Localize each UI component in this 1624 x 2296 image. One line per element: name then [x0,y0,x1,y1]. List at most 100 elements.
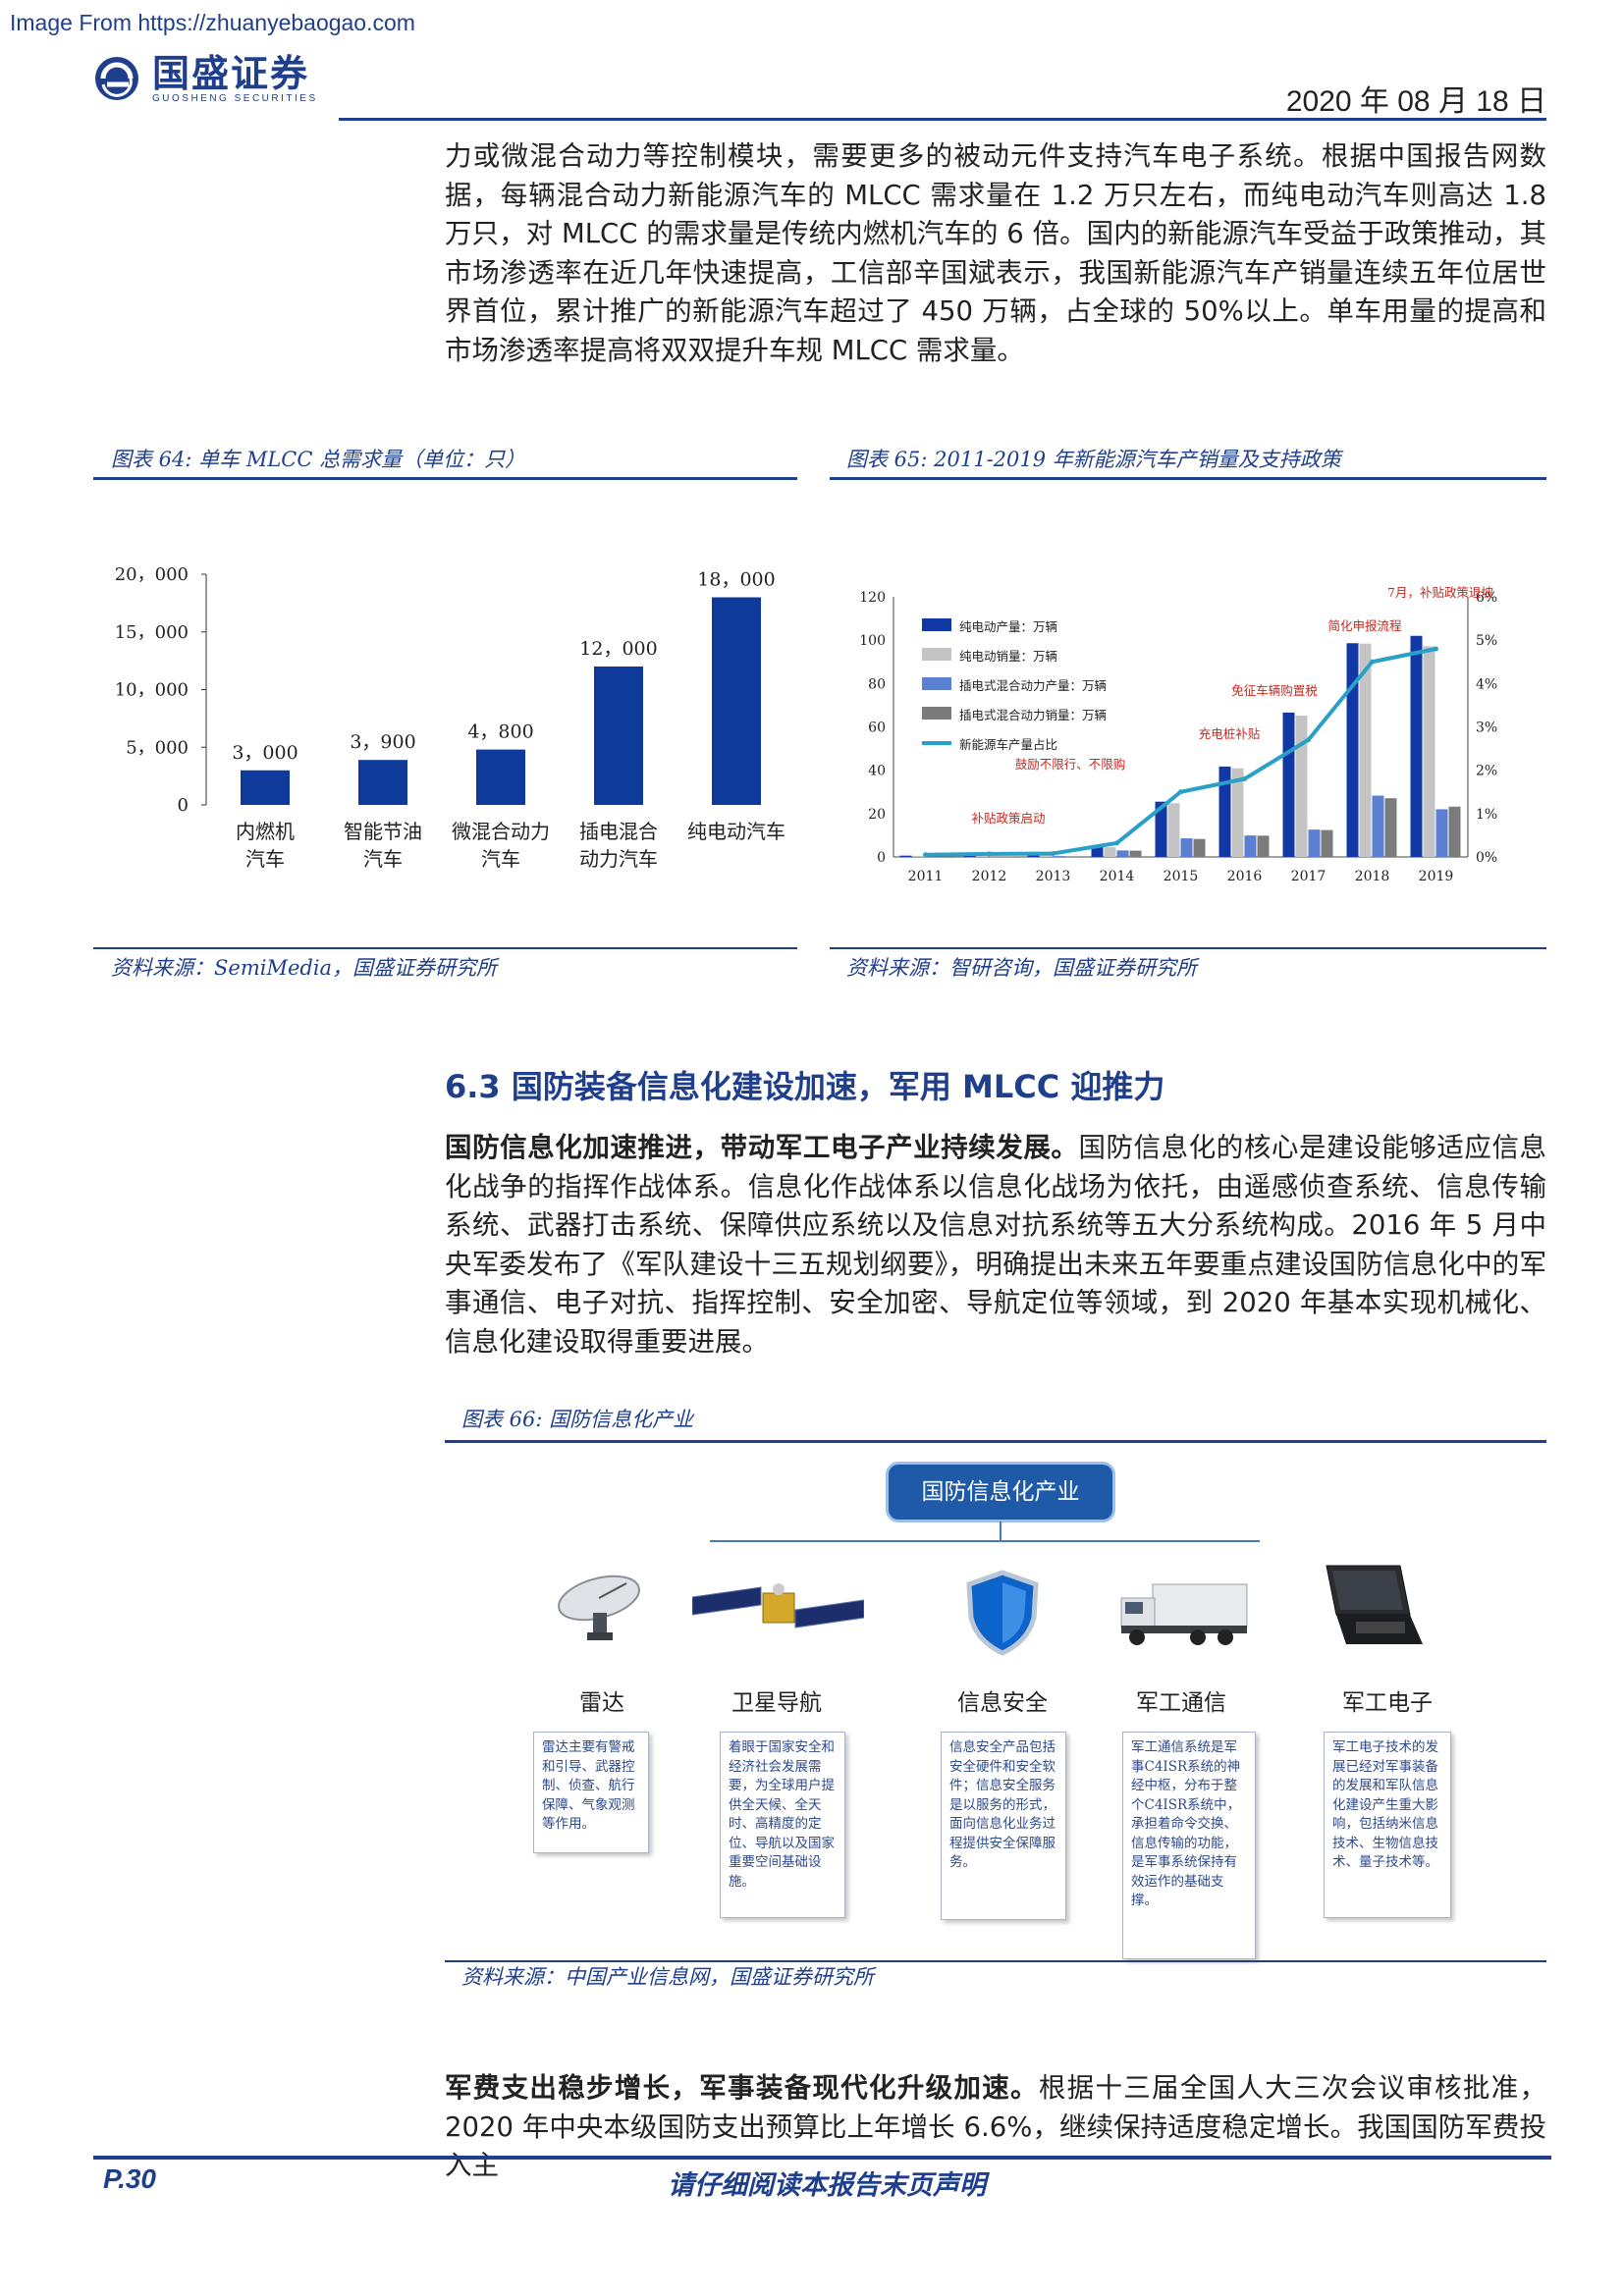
category-name-satellite-navigation: 卫星导航 [731,1690,822,1716]
x-category-label: 插电混合 [579,820,658,843]
y-tick-label: 15，000 [115,622,189,643]
category-desc-satellite-navigation: 着眼于国家安全和经济社会发展需要，为全球用户提供全天候、全天时、高精度的定位、导… [720,1732,845,1918]
y-tick-label: 0 [178,795,189,816]
x-tick-label: 2012 [972,869,1007,884]
bar-value-label: 4，800 [467,721,533,743]
shield-icon [966,1570,1039,1656]
line-point [987,851,992,857]
left-y-tick-label: 40 [868,764,886,779]
header-divider [339,118,1546,121]
bar [1321,829,1333,857]
legend-label: 新能源车产量占比 [959,737,1057,752]
x-tick-label: 2013 [1036,869,1071,884]
bar [1129,850,1142,857]
x-category-label: 纯电动汽车 [687,820,785,843]
figure-64-chart: 0 5，000 10，000 15，000 20，000 3，000 内燃机汽车 3，900 智… [115,564,785,871]
bar [476,749,525,805]
line-point [1051,850,1056,856]
category-desc-military-communication: 军工通信系统是军事C4ISR系统的神经中枢，分布于整个C4ISR系统中，承担着命… [1122,1732,1256,1959]
line-point [1178,789,1183,795]
paragraph-2-body: 国防信息化的核心是建设能够适应信息化战争的指挥作战体系。信息化作战体系以信息化战… [445,1132,1547,1358]
bar [1257,835,1270,857]
policy-annotation: 简化申报流程 [1327,618,1402,633]
bar [1040,854,1053,857]
body-paragraph-3: 军费支出稳步增长，军事装备现代化升级加速。根据十三届全国人大三次会议审核批准，2… [445,2069,1546,2186]
bar [1435,809,1448,857]
brand-logo: 国盛证券 GUOSHENG SECURITIES [93,51,318,106]
line-point [1434,646,1438,652]
bar [1104,847,1116,857]
bar-value-label: 3，000 [232,742,298,764]
category-name-military-communication: 军工通信 [1136,1690,1226,1716]
bar [1410,635,1423,857]
page-number: P.30 [103,2163,156,2194]
figure-64-top-rule [93,477,797,480]
bar [1372,795,1384,857]
rugged-laptop-icon [1326,1565,1423,1644]
right-y-tick-label: 2% [1476,764,1497,779]
policy-annotation: 免征车辆购置税 [1231,683,1318,698]
body-paragraph-2: 国防信息化加速推进，带动军工电子产业持续发展。国防信息化的核心是建设能够适应信息… [445,1129,1546,1362]
figure-66-source: 资料来源：中国产业信息网，国盛证券研究所 [461,1965,874,1989]
bar-value-label: 12，000 [579,638,657,660]
right-y-tick-label: 6% [1476,590,1497,606]
bar-value-label: 3，900 [350,731,415,753]
figure-66-diagram: 国防信息化产业 雷达 卫星导航 信息安全 军工通信 军工电子 雷 [445,1443,1546,1963]
line-point [1306,737,1311,743]
category-desc-information-security: 信息安全产品包括安全硬件和安全软件；信息安全服务是以服务的形式，面向信息化业务过… [941,1732,1066,1920]
figure-65-top-rule [830,477,1546,480]
legend-swatch [922,618,951,631]
right-y-tick-label: 5% [1476,633,1497,649]
bar [899,855,912,857]
line-point [923,852,928,858]
bar [1231,768,1244,857]
figure-65-title: 图表 65: 2011-2019 年新能源汽车产销量及支持政策 [846,448,1341,471]
y-tick-label: 5，000 [126,737,189,758]
x-category-label: 智能节油 [344,820,422,843]
report-date: 2020 年 08 月 18 日 [1285,85,1546,118]
bar [1053,856,1065,857]
legend-label: 纯电动销量：万辆 [959,649,1057,664]
bar [1423,646,1435,857]
bar [1308,829,1321,857]
figure-64-bottom-rule [93,947,797,949]
bar [1193,838,1206,857]
right-y-tick-label: 1% [1476,807,1497,823]
figure-66-title: 图表 66: 国防信息化产业 [461,1408,694,1431]
left-y-tick-label: 20 [868,807,886,823]
left-y-tick-label: 120 [859,590,886,606]
bar [1359,643,1372,857]
satellite-icon [692,1583,864,1629]
watermark-text: Image From https://zhuanyebaogao.com [10,10,415,35]
x-tick-label: 2019 [1419,869,1454,884]
guosheng-logo-icon [95,57,138,100]
bar [1448,806,1461,857]
left-y-tick-label: 80 [868,676,886,692]
diagram-root-node: 国防信息化产业 [889,1465,1112,1520]
paragraph-3-body: 根据十三届全国人大三次会议审核批准，2020 年中央本级国防支出预算比上年增长 … [445,2072,1547,2181]
x-tick-label: 2015 [1164,869,1199,884]
bar-value-label: 18，000 [697,569,775,591]
line-point [1114,840,1119,846]
figure-65-bottom-rule [830,947,1546,949]
paragraph-3-lead: 军费支出稳步增长，军事装备现代化升级加速。 [445,2072,1039,2104]
bar [358,760,407,805]
x-category-label: 内燃机 [236,820,295,843]
chart-legend: 纯电动产量：万辆纯电动销量：万辆插电式混合动力产量：万辆插电式混合动力销量：万辆… [922,618,1107,752]
military-truck-icon [1120,1583,1248,1645]
legend-swatch [922,677,951,690]
category-name-radar: 雷达 [579,1690,624,1716]
figure-65-source: 资料来源：智研咨询，国盛证券研究所 [846,956,1197,980]
x-category-label: 汽车 [245,847,285,871]
legend-label: 插电式混合动力产量：万辆 [959,678,1107,693]
bar [712,597,761,805]
policy-annotation: 鼓励不限行、不限购 [1015,757,1126,772]
legend-swatch [922,648,951,661]
bar [1065,856,1078,857]
x-tick-label: 2014 [1100,869,1135,884]
legend-label: 插电式混合动力销量：万辆 [959,708,1107,722]
line-point [1242,776,1247,781]
bar [594,667,643,805]
left-y-tick-label: 60 [868,721,886,736]
bar [1346,643,1359,857]
